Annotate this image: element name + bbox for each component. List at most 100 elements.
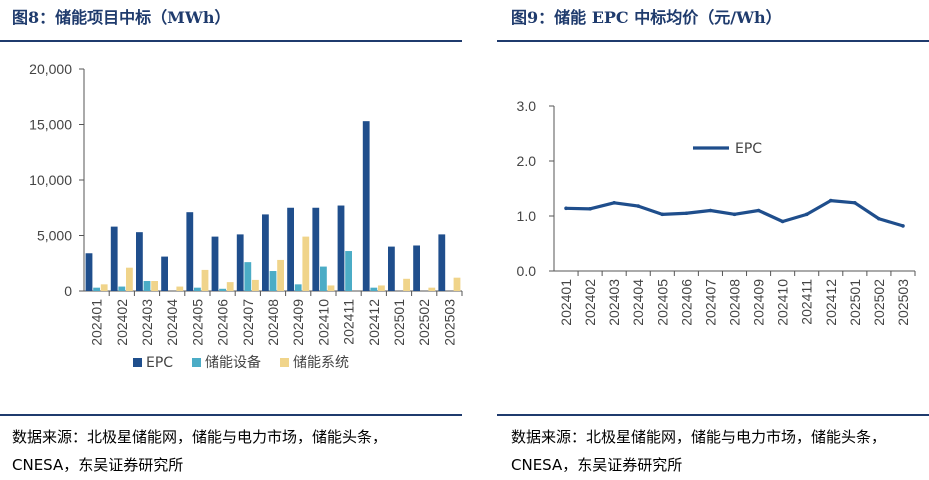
x-tick-label: 202405 [189,299,205,346]
bar-epc [211,236,219,291]
data-point [804,212,809,217]
data-point [756,208,761,213]
bar-system [453,277,461,291]
bar-equipment [320,266,327,291]
legend-label: 储能系统 [293,355,349,371]
x-tick-label: 202502 [871,279,887,326]
bar-equipment [345,251,352,291]
x-tick-label: 202409 [290,299,306,346]
bar-epc [312,207,320,291]
bar-epc [236,234,244,291]
source-divider [0,414,462,416]
bar-system [277,259,284,291]
data-point [853,201,857,205]
bar-equipment [143,281,151,291]
legend-swatch [192,358,201,367]
legend-swatch [133,358,142,367]
x-tick-label: 202408 [727,279,743,326]
legend-label: EPC [146,355,173,371]
bar-epc [413,245,420,291]
bar-epc [388,246,395,291]
x-tick-label: 202407 [702,279,718,326]
x-tick-label: 202406 [215,299,231,346]
chart-title: 图8：储能项目中标（MWh） [12,8,231,27]
bar-system [302,236,310,291]
x-tick-label: 202404 [630,279,646,326]
x-tick-label: 202402 [114,299,130,346]
data-point [588,207,592,211]
x-tick-label: 202402 [582,279,598,326]
x-tick-label: 202503 [441,299,457,346]
x-tick-label: 202411 [341,299,357,345]
left-chart-panel: 图8：储能项目中标（MWh） 0 5,000 10,000 15,000 20,000 2… [0,0,463,480]
x-tick-label: 202410 [775,279,791,326]
bar-system [378,285,385,291]
x-tick-label: 202407 [240,299,256,346]
bar-epc [337,205,345,291]
data-point [732,212,737,217]
data-point [564,206,568,211]
bar-epc [287,207,294,291]
bar-chart: 0 5,000 10,000 15,000 20,000 202401 202402 2024… [29,61,463,371]
x-tick-label: 202404 [164,299,180,346]
y-tick-label: 1.0 [517,208,537,224]
bar-epc [262,214,269,291]
data-point [901,224,905,228]
bar-equipment [194,287,201,291]
bar-equipment [118,286,126,291]
x-tick-label: 202410 [315,299,331,346]
bar-system [428,287,436,291]
bar-equipment [93,287,100,291]
bar-system [176,286,184,291]
data-point [636,204,641,208]
bar-equipment [219,288,226,291]
x-tick-label: 202502 [416,299,432,346]
data-point [612,201,616,205]
x-tick-label: 202412 [823,279,839,326]
legend-label: EPC [735,141,762,157]
data-point [780,219,785,224]
x-tick-label: 202403 [139,299,155,346]
bar-epc [161,256,168,291]
bar-system [252,279,259,291]
x-tick-label: 202411 [799,279,815,325]
x-tick-label: 202501 [391,299,407,346]
x-tick-label: 202403 [606,279,622,326]
bar-system [226,282,234,291]
right-chart-panel: 图9：储能 EPC 中标均价（元/Wh） 0.0 1.0 2.0 3.0 202401 2… [497,0,929,480]
y-tick-label: 0.0 [517,263,537,279]
y-tick-label: 15,000 [29,117,72,133]
x-tick-label: 202401 [558,279,574,326]
x-tick-label: 202501 [847,279,863,326]
data-point [877,216,881,221]
bar-system [126,267,133,291]
y-tick-label: 10,000 [29,172,72,188]
source-note: 数据来源：北极星储能网，储能与电力市场，储能头条，CNESA，东吴证券研究所 [12,428,388,474]
bar-system [327,285,335,291]
legend-swatch [280,358,289,367]
x-tick-label: 202406 [678,279,694,326]
bar-system [151,281,158,291]
x-tick-label: 202412 [366,299,382,346]
bar-equipment [294,284,302,291]
bar-epc [438,234,446,291]
x-tick-label: 202503 [895,279,911,326]
legend-label: 储能设备 [205,354,261,371]
data-point [684,211,689,216]
bar-system [100,284,108,291]
title-divider [0,40,462,42]
bar-equipment [244,262,252,291]
line-chart: 0.0 1.0 2.0 3.0 202401 202402 202403 202404 2024… [517,98,916,326]
bar-epc [85,253,93,291]
x-tick-label: 202408 [265,299,281,346]
y-tick-label: 5,000 [37,228,72,244]
bar-epc [136,232,143,291]
bar-epc [186,212,194,291]
y-tick-label: 3.0 [517,98,537,114]
source-note: 数据来源：北极星储能网，储能与电力市场，储能头条，CNESA，东吴证券研究所 [511,428,887,474]
bar-epc [110,226,118,291]
bar-equipment [269,271,277,291]
x-tick-label: 202409 [751,279,767,326]
data-point [660,212,665,217]
x-tick-label: 202401 [89,299,105,346]
